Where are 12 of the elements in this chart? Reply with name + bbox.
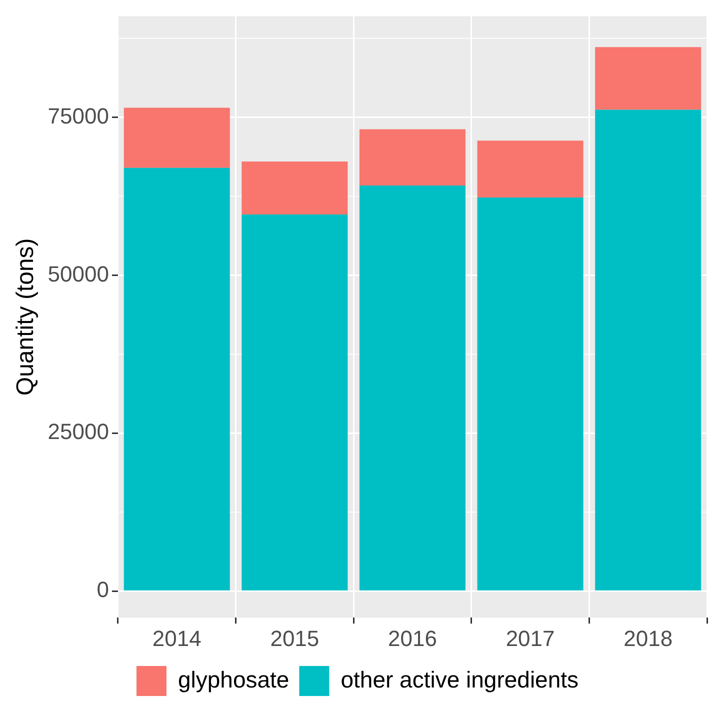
y-tick-label: 50000: [48, 261, 109, 286]
x-tick-label: 2017: [506, 626, 555, 651]
x-tick-label: 2018: [624, 626, 673, 651]
legend-label: glyphosate: [178, 666, 290, 692]
x-tick-label: 2016: [388, 626, 437, 651]
y-tick-label: 75000: [48, 103, 109, 128]
legend-label: other active ingredients: [340, 666, 579, 692]
y-tick-label: 0: [96, 577, 109, 602]
x-tick-label: 2014: [152, 626, 202, 651]
x-tick-label: 2015: [270, 626, 320, 651]
y-axis-title: Quantity (tons): [12, 238, 40, 396]
y-tick-label: 25000: [48, 419, 109, 444]
